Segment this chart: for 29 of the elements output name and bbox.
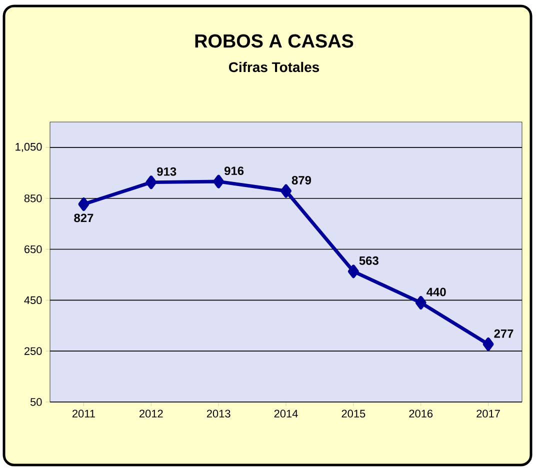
data-label: 827: [74, 214, 94, 222]
data-label: 913: [157, 167, 176, 176]
point: [146, 176, 157, 190]
point: [78, 197, 90, 211]
point: [213, 174, 224, 188]
x-tick-label: 2015: [342, 410, 366, 418]
data-label: 916: [224, 166, 244, 176]
data-label: 277: [494, 329, 514, 338]
point: [280, 184, 292, 198]
x-tick-label: 2013: [206, 410, 230, 418]
data-label: 563: [359, 256, 378, 265]
y-tick-label: 50: [30, 398, 42, 406]
x-tick-label: 2012: [140, 410, 163, 418]
x-tick-label: 2017: [476, 410, 500, 418]
x-tick-label: 2011: [72, 410, 95, 418]
y-tick-label: 1,050: [16, 142, 42, 152]
y-tick-label: 250: [24, 347, 42, 355]
data-label: 440: [426, 288, 446, 296]
x-tick-label: 2016: [409, 410, 433, 418]
y-tick-label: 850: [24, 194, 42, 202]
y-tick-label: 650: [24, 245, 42, 254]
point: [348, 264, 359, 278]
chart-subtitle: Cifras Totales: [228, 62, 320, 72]
y-tick-label: 450: [24, 296, 42, 304]
x-tick-label: 2014: [274, 410, 298, 418]
point: [415, 296, 426, 310]
point: [482, 337, 494, 351]
chart-title: ROBOS A CASAS: [195, 34, 354, 48]
data-label: 879: [292, 176, 312, 184]
